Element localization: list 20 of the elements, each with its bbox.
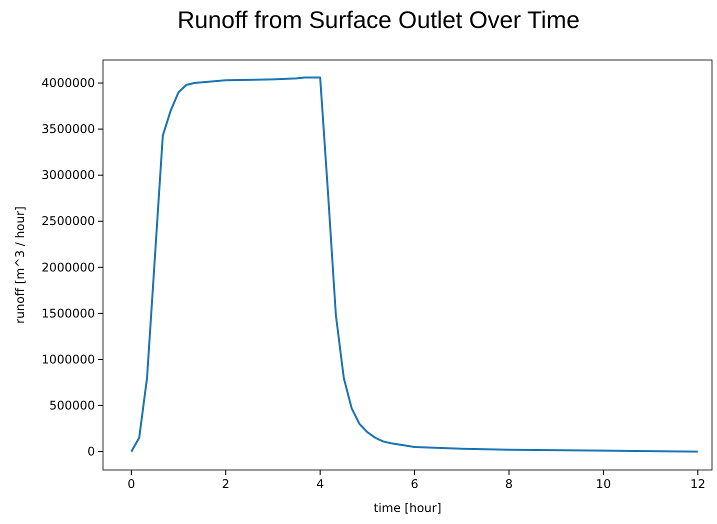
x-tick-label: 0 bbox=[128, 477, 136, 491]
y-tick-label: 4000000 bbox=[42, 76, 95, 90]
x-tick-label: 2 bbox=[222, 477, 230, 491]
y-axis-title: runoff [m^3 / hour] bbox=[13, 206, 27, 324]
y-tick-label: 1000000 bbox=[42, 352, 95, 366]
y-tick-label: 1500000 bbox=[42, 306, 95, 320]
y-tick-label: 3500000 bbox=[42, 122, 95, 136]
y-tick-label: 2500000 bbox=[42, 214, 95, 228]
y-tick-label: 500000 bbox=[49, 398, 95, 413]
chart-title: Runoff from Surface Outlet Over Time bbox=[177, 7, 580, 34]
y-tick-label: 3000000 bbox=[42, 168, 95, 182]
x-axis-title: time [hour] bbox=[374, 501, 442, 515]
x-tick-label: 12 bbox=[690, 477, 706, 491]
y-tick-label: 2000000 bbox=[42, 260, 95, 274]
x-tick-label: 4 bbox=[316, 477, 324, 491]
y-tick-label: 0 bbox=[87, 444, 95, 459]
line-series bbox=[130, 76, 699, 453]
x-tick-label: 10 bbox=[596, 477, 612, 491]
x-tick-label: 6 bbox=[410, 477, 418, 491]
x-tick-label: 8 bbox=[505, 477, 513, 491]
